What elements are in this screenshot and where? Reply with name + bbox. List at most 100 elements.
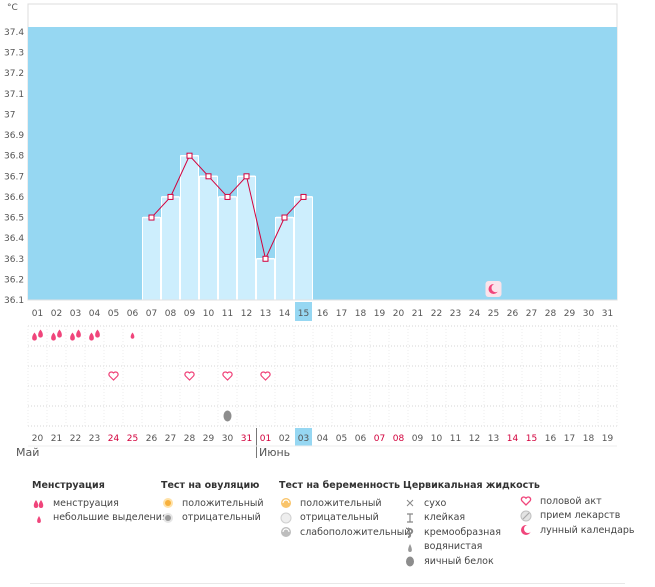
cycle-day-label: 04 <box>89 309 101 319</box>
y-tick-label: 36.1 <box>4 296 24 306</box>
eggwhite-icon <box>403 555 417 567</box>
temperature-bar <box>199 175 218 301</box>
creamy-icon <box>403 526 417 539</box>
temperature-bar <box>161 196 180 301</box>
date-label: 27 <box>165 434 176 444</box>
cycle-day-label: 07 <box>146 309 157 319</box>
menstruation-drop-icon <box>32 332 37 341</box>
y-tick-label: 36.2 <box>4 275 24 285</box>
ovulation-positive-icon <box>161 497 175 509</box>
y-tick-label: 36.5 <box>4 214 24 224</box>
legend-item: отрицательный <box>300 512 379 524</box>
legend-item: небольшие выделения <box>53 512 168 524</box>
cycle-day-label: 01 <box>32 309 43 319</box>
cycle-day-label: 27 <box>526 309 537 319</box>
date-label: 10 <box>431 434 443 444</box>
y-tick-label: 36.8 <box>4 152 24 162</box>
cycle-day-label: 22 <box>431 309 442 319</box>
date-label: 23 <box>89 434 100 444</box>
menstruation-drop-icon <box>76 329 81 338</box>
date-label: 04 <box>317 434 329 444</box>
cycle-day-label: 13 <box>260 309 271 319</box>
watery-icon <box>403 541 417 553</box>
cycle-day-label: 05 <box>108 309 119 319</box>
dry-icon <box>403 497 417 509</box>
date-label: 06 <box>355 434 367 444</box>
legend-item: отрицательный <box>182 512 261 524</box>
date-label: 08 <box>393 434 405 444</box>
date-label: 15 <box>526 434 537 444</box>
cycle-day-label: 26 <box>507 309 519 319</box>
pregnancy-weak-icon <box>279 526 293 538</box>
cycle-day-label: 10 <box>203 309 215 319</box>
cycle-day-label: 18 <box>355 309 367 319</box>
legend-item: положительный <box>182 497 264 509</box>
temperature-point <box>205 173 212 180</box>
date-label: 18 <box>583 434 595 444</box>
date-label: 28 <box>184 434 196 444</box>
legend-item: клейкая <box>424 512 466 524</box>
date-label: 01 <box>260 434 271 444</box>
legend-ovulation: Тест на овуляцию положительный отрицател… <box>161 480 264 525</box>
date-label: 19 <box>602 434 614 444</box>
cycle-day-label: 08 <box>165 309 177 319</box>
legend-title: Цервикальная жидкость <box>403 480 540 491</box>
current-date-highlight <box>295 428 312 446</box>
legend-item: кремообразная <box>424 526 501 538</box>
date-label: 25 <box>127 434 138 444</box>
pregnancy-positive-icon <box>279 497 293 509</box>
temperature-point <box>186 152 193 159</box>
temperature-bar <box>142 217 161 301</box>
temperature-bar <box>237 175 256 301</box>
date-label: 02 <box>279 434 290 444</box>
legend-item: менструация <box>53 497 119 509</box>
menstruation-drop-icon <box>70 332 75 341</box>
pill-icon <box>519 510 533 522</box>
y-tick-label: 36.9 <box>4 131 24 141</box>
temperature-point <box>243 173 250 180</box>
cycle-day-label: 23 <box>450 309 461 319</box>
temperature-bar <box>294 196 313 301</box>
y-tick-label: 37 <box>4 110 15 120</box>
date-label: 16 <box>545 434 557 444</box>
date-label: 03 <box>298 434 309 444</box>
legend-title: Тест на беременность <box>279 480 400 491</box>
date-label: 13 <box>488 434 499 444</box>
current-day-highlight <box>295 302 312 321</box>
cycle-day-label: 09 <box>184 309 196 319</box>
cycle-day-label: 30 <box>583 309 595 319</box>
date-label: 26 <box>146 434 158 444</box>
cycle-day-label: 21 <box>412 309 423 319</box>
date-label: 29 <box>203 434 215 444</box>
moon-marker-cut <box>491 283 500 293</box>
cycle-day-label: 03 <box>70 309 81 319</box>
menstruation-drop-icon <box>57 329 62 338</box>
temperature-bar <box>180 155 199 301</box>
y-tick-label: 36.4 <box>4 234 24 244</box>
month-label-june: Июнь <box>259 446 291 459</box>
cycle-day-label: 17 <box>336 309 347 319</box>
date-label: 24 <box>108 434 120 444</box>
menstruation-drop-icon <box>38 329 43 338</box>
heart-icon <box>260 371 271 381</box>
temperature-point <box>148 214 155 221</box>
cycle-day-label: 12 <box>241 309 252 319</box>
temperature-bar <box>218 196 237 301</box>
cycle-day-label: 15 <box>298 309 309 319</box>
date-label: 20 <box>32 434 44 444</box>
temperature-bar <box>256 258 275 301</box>
cycle-day-label: 19 <box>374 309 386 319</box>
date-label: 17 <box>564 434 575 444</box>
legend-item: прием лекарств <box>540 510 621 522</box>
legend-menstruation: Менструация менструация небольшие выделе… <box>32 480 168 525</box>
legend-item: сухо <box>424 497 447 509</box>
legend-title: Тест на овуляцию <box>161 480 260 491</box>
legend-item: слабоположительный <box>300 526 411 538</box>
legend-item: положительный <box>300 497 382 509</box>
temperature-bar <box>275 217 294 301</box>
y-tick-label: 37.3 <box>4 49 24 59</box>
bbt-chart: °C 37.4 37.3 37.2 37.1 37 36.9 36.8 36.7 36.6 36.5… <box>4 3 618 458</box>
ovulation-negative-icon <box>161 512 175 524</box>
spotting-icon <box>32 512 46 524</box>
temperature-point <box>281 214 288 221</box>
